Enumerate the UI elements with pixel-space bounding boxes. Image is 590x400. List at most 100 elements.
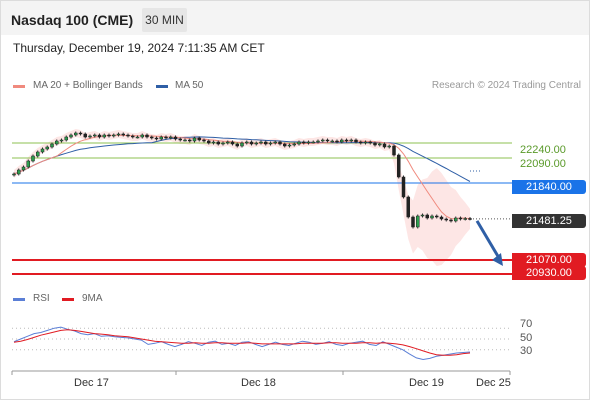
rsi-tick-50: 50 bbox=[520, 332, 533, 344]
candle-body bbox=[316, 140, 320, 143]
candle-body bbox=[59, 139, 64, 142]
candle-body bbox=[135, 136, 140, 139]
rsi-legend-label: RSI bbox=[33, 293, 50, 304]
candle-body bbox=[463, 218, 467, 220]
candle-body bbox=[74, 132, 78, 136]
candle-body bbox=[325, 139, 330, 142]
candle-body bbox=[264, 141, 268, 145]
ma50-legend-swatch bbox=[156, 85, 168, 88]
candle-body bbox=[88, 135, 92, 138]
candle-body bbox=[216, 141, 220, 145]
candle-body bbox=[211, 141, 216, 144]
candle-body bbox=[268, 142, 273, 145]
timeframe-button[interactable]: 30 MIN bbox=[142, 8, 187, 32]
candle-body bbox=[292, 143, 296, 146]
projection-arrowhead bbox=[492, 253, 503, 266]
candle-body bbox=[387, 145, 391, 148]
resistance-label-1: 22240.00 bbox=[520, 144, 566, 156]
candle-body bbox=[458, 217, 463, 220]
x-tick-dec18: Dec 18 bbox=[241, 377, 276, 389]
x-tick-dec19: Dec 19 bbox=[409, 377, 444, 389]
candle-body bbox=[145, 134, 149, 138]
candle-body bbox=[64, 136, 68, 141]
ma50-legend-label: MA 50 bbox=[175, 80, 204, 91]
candle-body bbox=[373, 142, 377, 146]
bollinger-band bbox=[14, 129, 470, 266]
candle-body bbox=[344, 139, 349, 142]
candle-body bbox=[283, 143, 287, 147]
candle-body bbox=[259, 141, 263, 144]
candle-body bbox=[449, 219, 453, 222]
rsi-tick-30: 30 bbox=[520, 345, 533, 357]
candle-body bbox=[302, 141, 306, 144]
candle-body bbox=[83, 133, 87, 138]
candle-body bbox=[249, 141, 254, 145]
support-price-tag-2: 20930.00 bbox=[512, 266, 586, 280]
rsi-tick-70: 70 bbox=[520, 318, 533, 330]
candle-body bbox=[207, 140, 211, 144]
candle-body bbox=[273, 141, 277, 144]
candle-body bbox=[444, 218, 448, 221]
credit-label: Research © 2024 Trading Central bbox=[431, 80, 581, 91]
rsi-ma-line bbox=[13, 329, 471, 356]
candle-body bbox=[17, 169, 21, 175]
candle-body bbox=[102, 134, 106, 138]
candle-body bbox=[93, 134, 97, 137]
candle-body bbox=[116, 133, 121, 136]
symbol-title: Nasdaq 100 (CME) bbox=[11, 12, 134, 28]
candle-body bbox=[69, 134, 73, 138]
resistance-label-2: 22090.00 bbox=[520, 158, 566, 170]
rsi-ma-legend-swatch bbox=[62, 298, 74, 301]
projection-arrow-shaft bbox=[475, 220, 501, 259]
candle-body bbox=[240, 142, 244, 147]
candle-body bbox=[297, 141, 301, 145]
candle-body bbox=[221, 142, 225, 145]
candle-body bbox=[330, 140, 334, 143]
candle-body bbox=[278, 141, 282, 145]
candle-body bbox=[36, 151, 40, 157]
candle-body bbox=[183, 139, 187, 142]
candle-body bbox=[397, 154, 401, 178]
candle-body bbox=[401, 176, 406, 198]
candle-body bbox=[159, 136, 163, 140]
candle-body bbox=[169, 136, 173, 139]
candle-body bbox=[287, 144, 292, 147]
candle-body bbox=[226, 141, 230, 144]
candle-body bbox=[311, 141, 315, 144]
candle-body bbox=[97, 134, 102, 138]
candle-body bbox=[140, 134, 144, 138]
candle-body bbox=[439, 216, 444, 220]
candle-body bbox=[107, 134, 111, 137]
datetime-label: Thursday, December 19, 2024 7:11:35 AM C… bbox=[13, 41, 265, 55]
candle-body bbox=[468, 218, 472, 220]
rsi-legend-swatch bbox=[13, 298, 25, 301]
candle-body bbox=[26, 160, 30, 168]
candle-body bbox=[154, 137, 159, 140]
candle-body bbox=[31, 155, 35, 162]
candle-body bbox=[202, 139, 206, 142]
candle-body bbox=[354, 139, 358, 143]
candle-body bbox=[363, 141, 368, 144]
candle-body bbox=[430, 215, 434, 219]
candle-body bbox=[245, 141, 249, 144]
ma50-line bbox=[13, 136, 471, 182]
x-tick-dec17: Dec 17 bbox=[74, 377, 109, 389]
candle-body bbox=[454, 217, 458, 222]
candle-body bbox=[378, 143, 382, 146]
candle-body bbox=[382, 143, 387, 148]
candle-body bbox=[121, 133, 125, 136]
candle-body bbox=[12, 173, 16, 176]
support-price-tag-1: 21070.00 bbox=[512, 253, 586, 267]
candle-body bbox=[392, 145, 396, 156]
candle-body bbox=[321, 139, 325, 142]
candle-body bbox=[164, 136, 168, 139]
candle-body bbox=[416, 215, 420, 228]
candle-body bbox=[435, 215, 439, 218]
candle-body bbox=[50, 143, 54, 148]
candle-body bbox=[406, 196, 410, 218]
candle-body bbox=[188, 139, 192, 142]
candle-body bbox=[55, 140, 59, 145]
candle-body bbox=[349, 139, 353, 142]
candle-body bbox=[150, 136, 154, 139]
